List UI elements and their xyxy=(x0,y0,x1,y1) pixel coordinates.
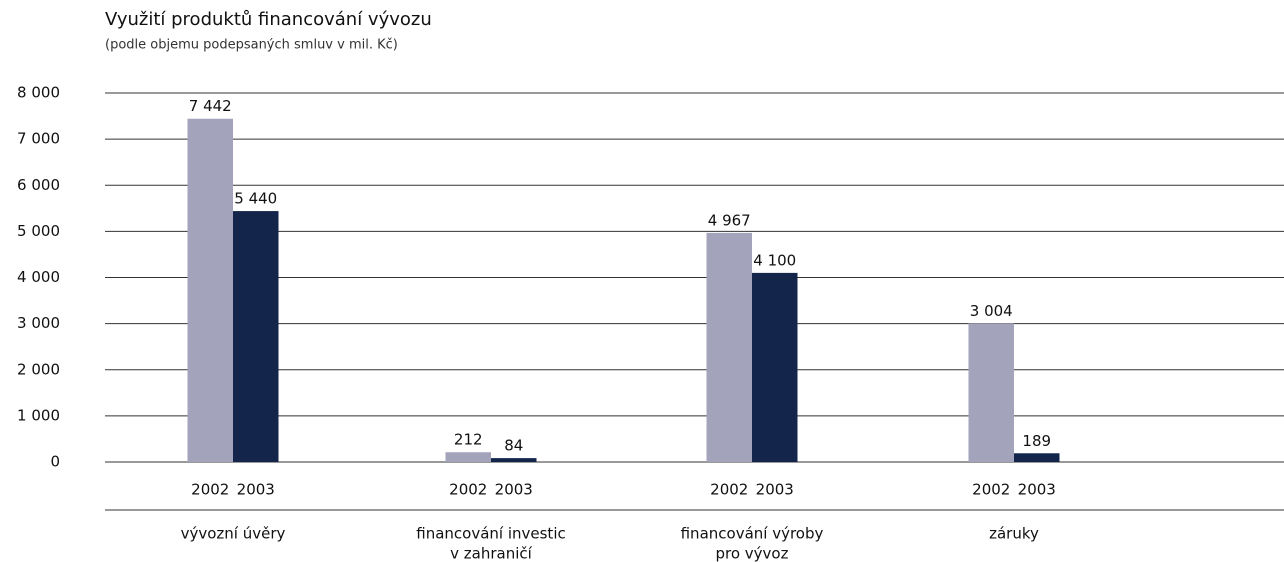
series-label: 2002 xyxy=(710,481,748,499)
y-tick-label: 5 000 xyxy=(17,222,60,240)
x-tick-label: v zahraničí xyxy=(450,545,532,562)
x-tick-label: financování investic xyxy=(416,525,565,543)
value-label: 7 442 xyxy=(189,97,232,115)
chart-title: Využití produktů financování vývozu xyxy=(105,9,432,30)
series-label: 2002 xyxy=(449,481,487,499)
y-tick-label: 1 000 xyxy=(17,406,60,424)
bar xyxy=(968,323,1014,462)
bar xyxy=(706,232,752,462)
y-tick-label: 7 000 xyxy=(17,130,60,148)
value-label: 3 004 xyxy=(970,302,1013,320)
y-tick-label: 4 000 xyxy=(17,268,60,286)
chart-subtitle: (podle objemu podepsaných smluv v mil. K… xyxy=(105,38,398,53)
bar xyxy=(187,118,233,463)
value-label: 4 967 xyxy=(708,211,751,229)
x-tick-label: vývozní úvěry xyxy=(181,525,286,543)
value-label: 5 440 xyxy=(234,190,277,208)
x-tick-label: pro vývoz xyxy=(716,545,789,562)
value-label: 189 xyxy=(1022,432,1051,450)
value-label: 4 100 xyxy=(753,251,796,269)
bar xyxy=(1014,453,1060,462)
bar xyxy=(752,272,798,462)
y-tick-label: 6 000 xyxy=(17,176,60,194)
bar xyxy=(491,458,537,462)
series-label: 2002 xyxy=(191,481,229,499)
bar xyxy=(233,211,279,462)
series-label: 2003 xyxy=(1018,481,1056,499)
y-tick-label: 2 000 xyxy=(17,360,60,378)
series-label: 2002 xyxy=(972,481,1010,499)
y-tick-label: 8 000 xyxy=(17,84,60,102)
value-label: 212 xyxy=(454,431,483,449)
y-tick-label: 0 xyxy=(50,453,60,471)
y-tick-label: 3 000 xyxy=(17,314,60,332)
series-label: 2003 xyxy=(237,481,275,499)
value-label: 84 xyxy=(504,437,523,455)
bar xyxy=(445,452,491,462)
series-label: 2003 xyxy=(756,481,794,499)
series-label: 2003 xyxy=(495,481,533,499)
x-tick-label: financování výroby xyxy=(681,525,824,543)
x-tick-label: záruky xyxy=(989,525,1039,543)
